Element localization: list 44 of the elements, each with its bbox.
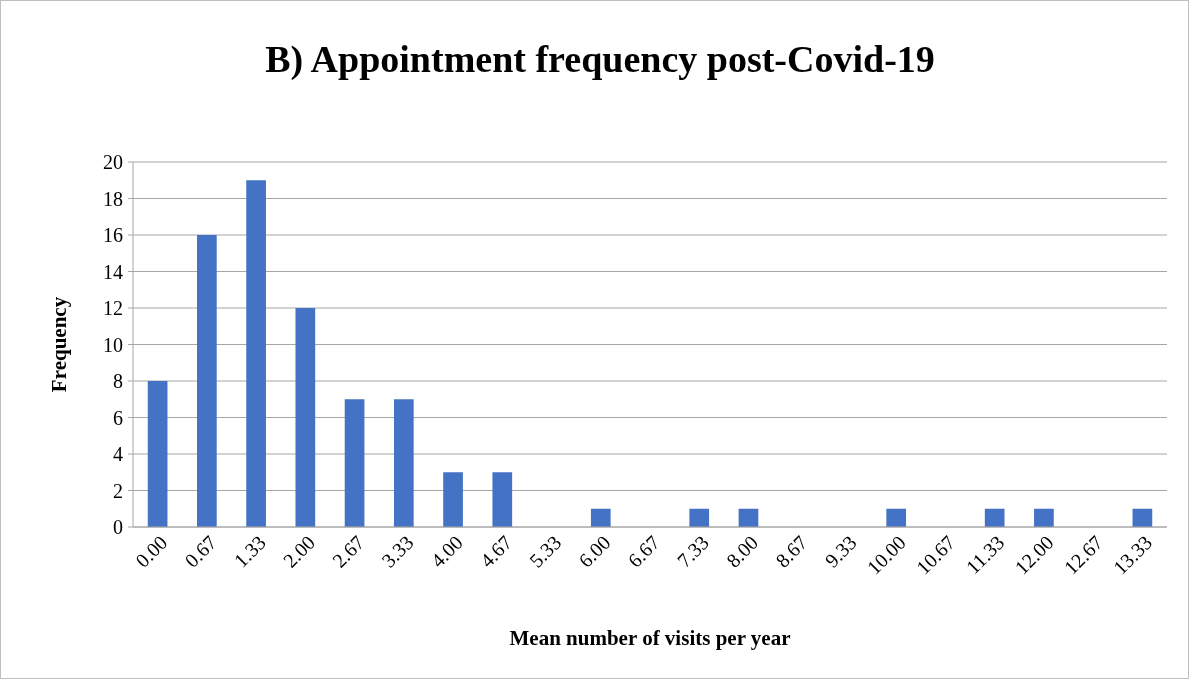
bar <box>1132 508 1153 527</box>
bar <box>197 235 217 527</box>
bar <box>443 472 463 527</box>
x-tick-label: 5.33 <box>525 531 566 572</box>
bar <box>1034 508 1054 527</box>
x-tick-label: 6.00 <box>574 531 615 572</box>
x-tick-label: 0.00 <box>131 531 172 572</box>
y-tick-label: 2 <box>113 479 123 502</box>
y-tick-label: 0 <box>113 516 123 538</box>
x-tick-label: 1.33 <box>229 531 270 572</box>
bar <box>393 399 414 527</box>
bar <box>984 508 1005 527</box>
x-tick-label: 4.67 <box>475 531 517 572</box>
x-tick-label: 6.67 <box>623 531 664 572</box>
x-tick-label: 3.33 <box>377 531 418 572</box>
x-tick-label: 0.67 <box>180 531 221 572</box>
y-tick-label: 4 <box>113 443 123 465</box>
bar <box>295 308 316 527</box>
y-axis-title: Frequency <box>47 296 71 393</box>
chart-title: B) Appointment frequency post-Covid-19 <box>265 38 935 81</box>
y-tick-label: 20 <box>103 151 123 173</box>
y-tick-label: 8 <box>113 370 123 392</box>
y-tick-label: 10 <box>103 333 123 356</box>
bar <box>738 508 759 527</box>
bar <box>147 381 168 527</box>
x-tick-label: 8.67 <box>771 531 812 572</box>
x-tick-label: 8.00 <box>721 531 763 572</box>
bar <box>246 180 266 527</box>
y-tick-label: 12 <box>103 297 123 319</box>
x-tick-label: 4.00 <box>426 531 467 572</box>
y-tick-label: 14 <box>103 260 123 283</box>
y-tick-label: 18 <box>103 187 123 210</box>
bar <box>689 508 710 527</box>
x-tick-label: 7.33 <box>672 531 714 572</box>
x-axis-title: Mean number of visits per year <box>509 626 791 650</box>
x-tick-label: 9.33 <box>820 531 861 572</box>
x-tick-label: 2.00 <box>278 531 320 572</box>
bar <box>492 472 513 527</box>
bar <box>590 508 611 527</box>
bar <box>886 508 907 527</box>
y-tick-label: 6 <box>113 406 123 429</box>
y-tick-label: 16 <box>103 224 123 246</box>
bar <box>344 399 365 527</box>
x-tick-label: 2.67 <box>328 531 369 572</box>
